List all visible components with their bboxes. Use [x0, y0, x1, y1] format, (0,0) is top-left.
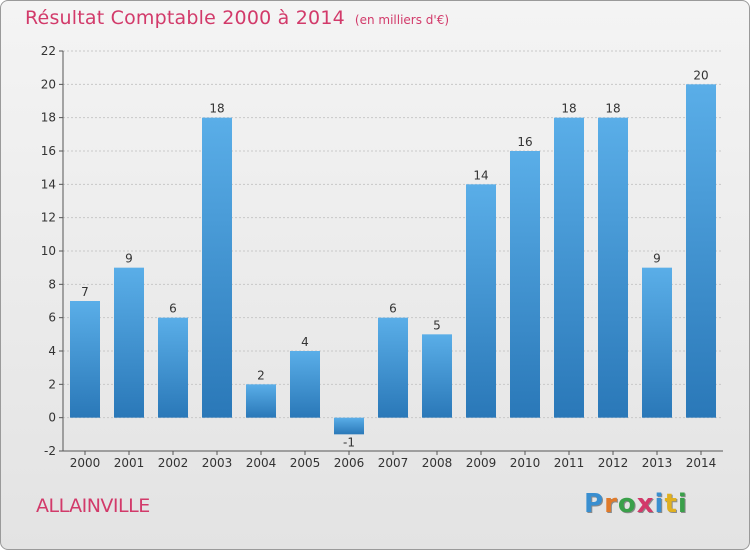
bar	[246, 384, 276, 418]
y-tick-label: -2	[44, 444, 56, 458]
data-label: 18	[605, 102, 620, 116]
y-tick-label: 4	[48, 344, 56, 358]
bar	[554, 117, 584, 418]
bar	[686, 84, 716, 418]
data-label: 9	[653, 252, 661, 266]
labels: -2 0 2 4 6 8 10 12 14 16 18 20 22 2000 7 2001 9 2002 6 2003…	[41, 44, 717, 470]
y-tick-label: 10	[41, 244, 56, 258]
y-tick-label: 20	[41, 77, 56, 91]
chart-title: Résultat Comptable 2000 à 2014 (en millie…	[25, 7, 449, 29]
proxiti-logo[interactable]: Proxiti	[584, 489, 688, 519]
data-label: 20	[693, 68, 708, 82]
x-tick-label: 2002	[158, 456, 189, 470]
bar	[334, 417, 364, 435]
bar	[510, 151, 540, 418]
x-tick-label: 2011	[554, 456, 585, 470]
x-tick-label: 2013	[642, 456, 673, 470]
x-tick-label: 2007	[378, 456, 409, 470]
bar	[378, 317, 408, 418]
bar	[642, 267, 672, 418]
x-tick-label: 2008	[422, 456, 453, 470]
logo-letter: r	[604, 489, 618, 519]
x-tick-label: 2010	[510, 456, 541, 470]
bar	[598, 117, 628, 418]
data-label: 6	[389, 302, 397, 316]
x-tick-label: 2012	[598, 456, 629, 470]
data-label: 7	[81, 285, 89, 299]
y-tick-label: 12	[41, 211, 56, 225]
data-label: 16	[517, 135, 532, 149]
logo-letter: P	[584, 489, 605, 519]
data-label: 14	[473, 168, 488, 182]
x-tick-label: 2014	[686, 456, 717, 470]
data-label: 18	[209, 102, 224, 116]
bars	[70, 84, 716, 435]
logo-letter: i	[654, 489, 665, 519]
data-label: 4	[301, 335, 309, 349]
bar	[70, 301, 100, 418]
data-label: 9	[125, 252, 133, 266]
y-tick-label: 6	[48, 311, 56, 325]
x-tick-label: 2005	[290, 456, 321, 470]
bar	[114, 267, 144, 418]
bar	[158, 317, 188, 418]
y-tick-label: 0	[48, 411, 56, 425]
data-label: 18	[561, 102, 576, 116]
logo-letter: x	[636, 489, 655, 519]
x-tick-label: 2006	[334, 456, 365, 470]
y-tick-label: 22	[41, 44, 56, 58]
bar	[466, 184, 496, 418]
chart-subtitle: (en milliers d'€)	[354, 13, 450, 27]
x-tick-label: 2000	[70, 456, 101, 470]
x-tick-label: 2001	[114, 456, 145, 470]
y-tick-label: 14	[41, 177, 56, 191]
x-tick-label: 2009	[466, 456, 497, 470]
bar	[290, 351, 320, 418]
bar	[202, 117, 232, 418]
logo-letter: o	[617, 489, 637, 519]
axes	[59, 50, 723, 455]
logo-letter: t	[664, 489, 678, 519]
bar	[422, 334, 452, 418]
x-tick-label: 2004	[246, 456, 277, 470]
commune-name: ALLAINVILLE	[36, 495, 150, 517]
data-label: 5	[433, 318, 441, 332]
y-tick-label: 16	[41, 144, 56, 158]
chart-title-main: Résultat Comptable 2000 à 2014	[25, 7, 345, 29]
data-label: 2	[257, 368, 265, 382]
data-label: -1	[343, 435, 355, 449]
y-tick-label: 2	[48, 377, 56, 391]
y-tick-label: 18	[41, 111, 56, 125]
x-tick-label: 2003	[202, 456, 233, 470]
y-tick-label: 8	[48, 277, 56, 291]
logo-letter: i	[677, 489, 688, 519]
data-label: 6	[169, 302, 177, 316]
